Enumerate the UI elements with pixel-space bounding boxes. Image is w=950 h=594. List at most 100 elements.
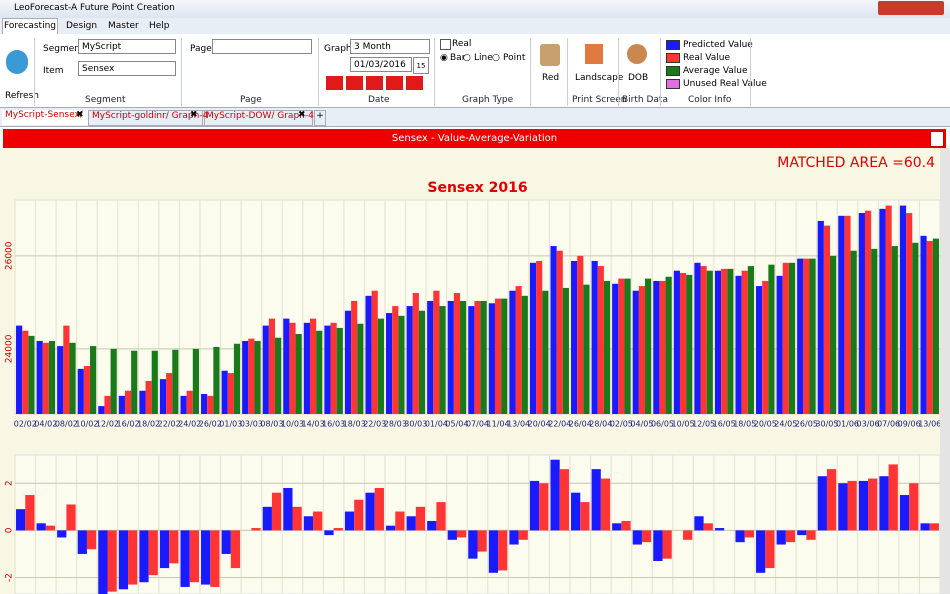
bar [624, 278, 631, 414]
bar [324, 530, 334, 536]
tab-close[interactable]: ✖ [190, 110, 198, 120]
menu-tab[interactable]: Master [108, 21, 139, 31]
color-icon[interactable] [540, 44, 560, 66]
bar [806, 530, 816, 540]
header-check[interactable] [930, 131, 944, 147]
bar [641, 530, 652, 543]
bar [357, 323, 364, 414]
line-radio[interactable]: ○ [463, 53, 471, 63]
separator [530, 38, 531, 106]
bar [686, 274, 693, 414]
bar [166, 373, 173, 414]
bar [406, 306, 413, 414]
x-tick-label: 20/05 [754, 420, 777, 429]
window-controls[interactable] [878, 1, 944, 15]
x-tick-label: 30/03 [404, 420, 427, 429]
x-tick-label: 14/03 [302, 420, 325, 429]
bar [515, 286, 522, 414]
landscape-icon[interactable] [585, 44, 603, 64]
scrollbar[interactable] [940, 148, 950, 594]
bar [638, 286, 646, 414]
nav-button[interactable] [326, 76, 343, 90]
doc-tab[interactable]: MyScript-DOW/ Graph-4 [202, 110, 314, 126]
bar [571, 492, 581, 531]
landscape-button[interactable]: Landscape [575, 73, 624, 83]
bar [776, 275, 783, 414]
new-tab[interactable]: + [314, 110, 326, 126]
doc-tab[interactable]: MyScript-Sensex/ [2, 110, 89, 125]
point-radio[interactable]: ○ [492, 53, 500, 63]
x-tick-label: 28/03 [384, 420, 407, 429]
bar [747, 266, 754, 414]
bar [838, 483, 848, 531]
real-label: Real [452, 39, 472, 49]
bar [673, 270, 680, 414]
bar [529, 262, 537, 414]
x-tick-label: 24/02 [178, 420, 201, 429]
separator [660, 38, 661, 106]
separator [567, 38, 568, 106]
x-tick-label: 13/06 [918, 420, 941, 429]
color-button[interactable]: Red [542, 73, 560, 83]
bar [456, 530, 467, 538]
x-tick-label: 24/05 [774, 420, 797, 429]
bar [899, 205, 907, 414]
dob-button[interactable]: DOB [628, 73, 649, 83]
bar [603, 280, 611, 414]
bar [762, 280, 769, 414]
bar [386, 313, 393, 414]
refresh-label[interactable]: Refresh [5, 91, 39, 101]
menu-tab[interactable]: Design [66, 21, 98, 31]
tab-close[interactable]: ✖ [76, 110, 84, 120]
group-label: Graph Type [462, 95, 514, 105]
real-checkbox[interactable] [440, 39, 451, 50]
bar [580, 502, 590, 531]
bar [189, 530, 199, 583]
nav-button[interactable] [366, 76, 383, 90]
legend-swatch [666, 78, 680, 89]
bar [207, 395, 214, 414]
bar [653, 280, 660, 414]
segment-dropdown[interactable]: MyScript [78, 39, 176, 54]
bar [28, 335, 35, 414]
bar [303, 516, 314, 531]
bar [509, 290, 516, 414]
x-tick-label: 18/05 [733, 420, 756, 429]
bar [374, 487, 384, 531]
graph-dropdown[interactable]: 3 Month [350, 39, 430, 54]
bar [571, 260, 578, 414]
bar [151, 350, 158, 414]
bar [57, 530, 67, 538]
x-tick-label: 07/04 [466, 420, 489, 429]
graph-label: Graph [324, 44, 352, 54]
x-tick-label: 10/05 [672, 420, 695, 429]
bar [90, 346, 97, 414]
bar [885, 205, 892, 414]
nav-button[interactable] [346, 76, 363, 90]
nav-button[interactable] [406, 76, 423, 90]
menu-tab[interactable]: Help [149, 21, 170, 31]
dob-icon[interactable] [627, 44, 647, 64]
bar [45, 525, 56, 531]
legend-swatch [666, 65, 680, 76]
page-dropdown[interactable] [212, 39, 312, 54]
x-tick-label: 16/05 [713, 420, 736, 429]
bar [230, 530, 241, 569]
calendar-button[interactable]: 15 [413, 57, 429, 74]
refresh-icon[interactable] [6, 50, 28, 74]
item-dropdown[interactable]: Sensex [78, 61, 176, 76]
bar [365, 492, 375, 531]
bar-radio[interactable]: ◉ [440, 53, 448, 63]
menu-tab[interactable]: Forecasting [2, 18, 58, 35]
tab-close[interactable]: ✖ [298, 110, 306, 120]
date-input[interactable]: 01/03/2016 [350, 57, 412, 72]
bar [844, 215, 851, 414]
doc-tab[interactable]: MyScript-goldinr/ Graph-4 [88, 110, 208, 126]
bar [488, 303, 495, 414]
nav-button[interactable] [386, 76, 403, 90]
separator [181, 38, 182, 106]
x-tick-label: 13/04 [507, 420, 530, 429]
bar [765, 530, 775, 569]
bar [139, 530, 149, 583]
legend-item: Average Value [666, 64, 767, 77]
